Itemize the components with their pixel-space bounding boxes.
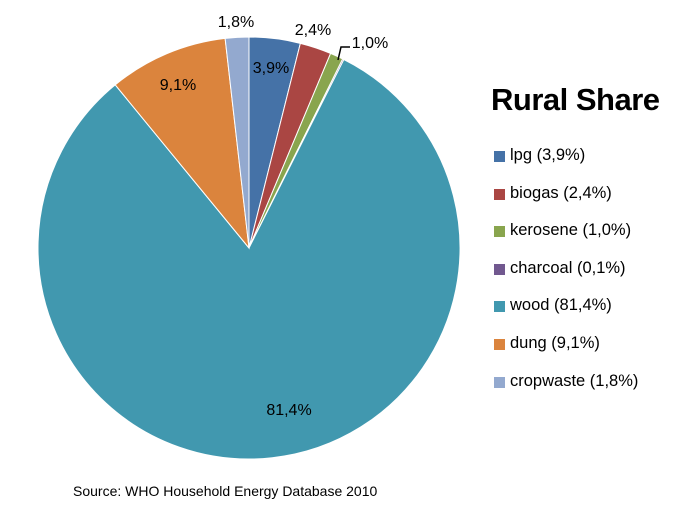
pie-slice-cropwaste xyxy=(224,36,250,249)
pie-slice-wood xyxy=(37,58,461,460)
legend-swatch xyxy=(494,188,505,200)
legend-label: kerosene (1,0%) xyxy=(510,221,632,240)
data-label-lpg: 3,9% xyxy=(253,60,289,77)
legend-label: wood (81,4%) xyxy=(510,296,612,315)
legend-label: lpg (3,9%) xyxy=(510,146,586,164)
legend-swatch xyxy=(494,263,505,275)
legend-swatch xyxy=(494,338,505,350)
legend-item-charcoal: charcoal (0,1%) xyxy=(494,259,638,297)
chart-title: Rural Share xyxy=(491,82,660,117)
legend-swatch xyxy=(494,151,505,162)
legend-swatch xyxy=(494,301,505,313)
legend-item-dung: dung (9,1%) xyxy=(494,334,638,372)
data-label-dung: 9,1% xyxy=(160,77,196,94)
legend-item-lpg: lpg (3,9%) xyxy=(494,146,638,184)
legend-label: cropwaste (1,8%) xyxy=(510,371,639,390)
legend-label: dung (9,1%) xyxy=(510,333,600,352)
leader-line-kerosene xyxy=(337,46,350,61)
legend-item-kerosene: kerosene (1,0%) xyxy=(494,221,638,259)
legend-label: charcoal (0,1%) xyxy=(510,258,626,277)
legend-item-wood: wood (81,4%) xyxy=(494,296,638,334)
legend-item-cropwaste: cropwaste (1,8%) xyxy=(494,372,638,410)
data-label-wood: 81,4% xyxy=(266,402,311,419)
legend: lpg (3,9%) biogas (2,4%) kerosene (1,0%) ch… xyxy=(494,146,638,409)
legend-label: biogas (2,4%) xyxy=(510,183,612,202)
legend-swatch xyxy=(494,226,505,238)
source-note: Source: WHO Household Energy Database 20… xyxy=(73,483,378,499)
pie-slice-dung xyxy=(114,37,250,250)
data-label-kerosene: 1,0% xyxy=(352,35,388,52)
legend-swatch xyxy=(494,376,505,388)
data-label-cropwaste: 1,8% xyxy=(218,14,254,31)
legend-item-biogas: biogas (2,4%) xyxy=(494,184,638,222)
data-label-biogas: 2,4% xyxy=(295,22,331,39)
